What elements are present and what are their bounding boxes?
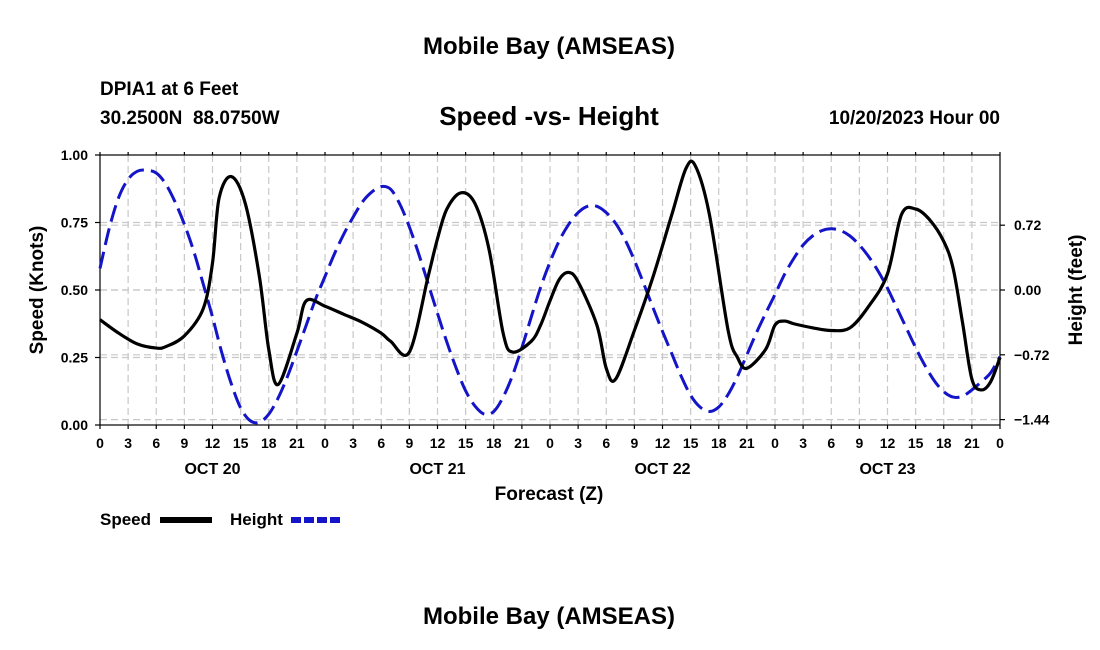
x-tick-label: 3 [349, 435, 357, 451]
y-tick-label: 0.75 [61, 215, 88, 231]
x-tick-label: 9 [855, 435, 863, 451]
x-tick-label: 18 [261, 435, 277, 451]
y-axis-right: 0.72 0.00 −0.72 −1.44 [1000, 217, 1050, 428]
x-tick-label: 15 [908, 435, 924, 451]
x-tick-label: 18 [711, 435, 727, 451]
x-tick-label: 3 [574, 435, 582, 451]
y2-tick-label: −0.72 [1014, 347, 1050, 363]
y-tick-label: 0.25 [61, 350, 88, 366]
x-tick-label: 21 [739, 435, 755, 451]
x-tick-label: 0 [771, 435, 779, 451]
x-tick-label: 15 [683, 435, 699, 451]
x-tick-label: 12 [655, 435, 671, 451]
x-tick-label: 9 [630, 435, 638, 451]
y-tick-label: 1.00 [61, 147, 88, 163]
x-tick-label: 6 [377, 435, 385, 451]
y2-tick-label: −1.44 [1014, 412, 1050, 428]
x-tick-label: 21 [514, 435, 530, 451]
x-day-label: OCT 23 [859, 461, 915, 478]
x-tick-label: 6 [152, 435, 160, 451]
chart-main-title: Mobile Bay (AMSEAS) [423, 33, 675, 60]
x-tick-label: 0 [96, 435, 104, 451]
x-tick-label: 15 [458, 435, 474, 451]
grid-lines [100, 155, 1000, 425]
legend-height-label: Height [230, 510, 283, 529]
legend: Speed Height [100, 510, 342, 529]
x-tick-label: 21 [964, 435, 980, 451]
y-tick-label: 0.00 [61, 417, 88, 433]
x-day-label: OCT 20 [184, 461, 240, 478]
y2-axis-title: Height (feet) [1066, 235, 1087, 346]
series-line-speed [99, 159, 1002, 392]
forecast-datetime: 10/20/2023 Hour 00 [829, 108, 1000, 129]
x-tick-label: 3 [124, 435, 132, 451]
x-tick-label: 6 [602, 435, 610, 451]
x-tick-label: 15 [233, 435, 249, 451]
station-label: DPIA1 at 6 Feet [100, 79, 239, 100]
x-tick-label: 21 [289, 435, 305, 451]
x-tick-label: 18 [936, 435, 952, 451]
x-tick-label: 6 [827, 435, 835, 451]
x-day-label: OCT 22 [634, 461, 690, 478]
x-tick-label: 12 [205, 435, 221, 451]
y2-tick-label: 0.00 [1014, 282, 1041, 298]
x-tick-label: 9 [180, 435, 188, 451]
legend-speed-label: Speed [100, 510, 151, 529]
series-line-height [98, 168, 1002, 425]
y-axis-title: Speed (Knots) [27, 226, 48, 355]
x-tick-label: 12 [880, 435, 896, 451]
y2-tick-label: 0.72 [1014, 217, 1041, 233]
x-tick-label: 0 [546, 435, 554, 451]
x-tick-label: 0 [996, 435, 1004, 451]
x-axis-title: Forecast (Z) [495, 484, 604, 505]
y-tick-label: 0.50 [61, 282, 88, 298]
x-axis: 0 3 6 9 12 15 18 21 0 3 6 9 12 15 18 21 0 3 6 9 12 15 18 21 0 3 6 9… [96, 152, 1004, 478]
x-tick-label: 0 [321, 435, 329, 451]
chart-subtitle: Speed -vs- Height [439, 101, 659, 131]
x-day-label: OCT 21 [409, 461, 465, 478]
y-axis-left: 0.00 0.25 0.50 0.75 1.00 [61, 147, 100, 433]
x-tick-label: 12 [430, 435, 446, 451]
station-coordinates: 30.2500N 88.0750W [100, 108, 280, 129]
x-tick-label: 18 [486, 435, 502, 451]
footer-title: Mobile Bay (AMSEAS) [423, 603, 675, 630]
x-tick-label: 9 [405, 435, 413, 451]
x-tick-label: 3 [799, 435, 807, 451]
series-layer [98, 159, 1002, 425]
